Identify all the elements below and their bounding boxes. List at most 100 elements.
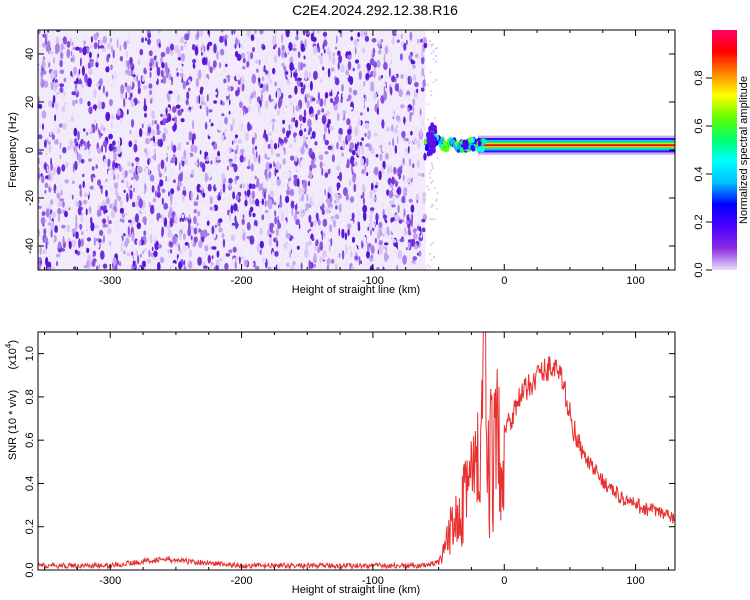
noise-speck <box>123 250 126 255</box>
noise-speck <box>348 87 353 94</box>
noise-speck <box>130 184 133 189</box>
noise-speck <box>217 121 222 132</box>
noise-speck <box>396 175 399 182</box>
noise-speck <box>99 45 105 49</box>
noise-speck <box>389 239 392 245</box>
x-tick-label: -200 <box>231 275 253 287</box>
noise-speck <box>334 263 338 270</box>
noise-speck <box>92 258 97 263</box>
noise-speck <box>344 232 348 241</box>
noise-speck <box>116 209 119 219</box>
noise-speck <box>133 251 136 260</box>
noise-speck <box>331 154 335 163</box>
noise-speck <box>313 252 317 263</box>
noise-speck <box>275 153 281 158</box>
noise-speck <box>206 43 210 51</box>
noise-speck <box>179 36 185 44</box>
noise-speck <box>366 157 369 167</box>
noise-speck <box>168 249 171 259</box>
x-tick-label: 100 <box>626 575 644 587</box>
noise-speck <box>224 130 228 138</box>
noise-speck <box>131 167 134 175</box>
noise-speck <box>308 170 313 180</box>
noise-speck <box>392 197 395 207</box>
noise-speck <box>422 79 426 88</box>
noise-speck <box>294 155 298 162</box>
noise-speck <box>401 202 405 210</box>
noise-speck <box>182 80 186 90</box>
noise-speck <box>403 208 406 218</box>
noise-speck <box>64 210 68 218</box>
noise-speck <box>210 160 213 165</box>
noise-speck <box>328 107 332 112</box>
noise-speck <box>127 219 132 223</box>
noise-speck <box>149 89 153 96</box>
noise-speck <box>432 58 435 61</box>
noise-speck <box>431 167 434 170</box>
noise-speck <box>369 58 375 66</box>
noise-speck <box>133 171 137 179</box>
noise-speck <box>105 189 108 198</box>
noise-speck <box>179 72 184 78</box>
noise-speck <box>297 232 300 237</box>
noise-speck <box>58 179 63 190</box>
noise-speck <box>41 110 47 119</box>
noise-speck <box>196 95 199 104</box>
noise-speck <box>233 30 236 35</box>
noise-speck <box>144 182 146 192</box>
noise-speck <box>295 135 300 143</box>
noise-speck <box>66 166 68 173</box>
noise-speck <box>349 246 352 250</box>
noise-speck <box>288 124 291 130</box>
noise-speck <box>262 181 268 189</box>
noise-speck <box>311 227 315 232</box>
noise-speck <box>336 182 341 189</box>
noise-speck <box>388 155 391 159</box>
signal-blob <box>481 138 486 144</box>
noise-speck <box>298 114 303 122</box>
noise-speck <box>61 224 66 229</box>
noise-speck <box>101 108 106 115</box>
noise-speck <box>147 38 151 45</box>
noise-speck <box>295 211 300 215</box>
noise-speck <box>151 185 155 193</box>
noise-speck <box>366 107 370 112</box>
noise-speck <box>429 71 432 74</box>
noise-speck <box>329 125 334 131</box>
noise-speck <box>289 62 294 72</box>
colorbar-ticks: 0.00.20.40.60.8 <box>693 70 712 278</box>
noise-speck <box>216 51 219 60</box>
noise-speck <box>427 84 430 86</box>
noise-speck <box>415 230 421 235</box>
noise-speck <box>286 171 291 179</box>
noise-speck <box>160 97 165 103</box>
noise-speck <box>281 33 284 44</box>
noise-speck <box>390 107 394 117</box>
noise-speck <box>302 134 307 142</box>
noise-speck <box>46 165 49 173</box>
noise-speck <box>405 221 410 225</box>
noise-speck <box>107 158 110 168</box>
noise-speck <box>135 157 140 162</box>
noise-speck <box>386 205 391 216</box>
noise-speck <box>198 240 203 249</box>
noise-speck <box>100 124 104 131</box>
noise-speck <box>281 223 286 230</box>
noise-speck <box>245 131 249 141</box>
noise-speck <box>252 86 256 90</box>
noise-speck <box>426 118 429 121</box>
noise-speck <box>275 201 280 206</box>
noise-speck <box>370 245 375 255</box>
noise-speck <box>161 197 164 205</box>
noise-speck <box>190 191 193 201</box>
noise-speck <box>385 254 390 260</box>
noise-speck <box>376 59 381 68</box>
noise-speck <box>351 149 356 156</box>
noise-speck <box>275 126 279 134</box>
noise-speck <box>434 117 437 120</box>
noise-speck <box>363 80 366 87</box>
noise-speck <box>115 226 120 235</box>
noise-speck <box>162 118 166 126</box>
noise-speck <box>213 207 216 211</box>
